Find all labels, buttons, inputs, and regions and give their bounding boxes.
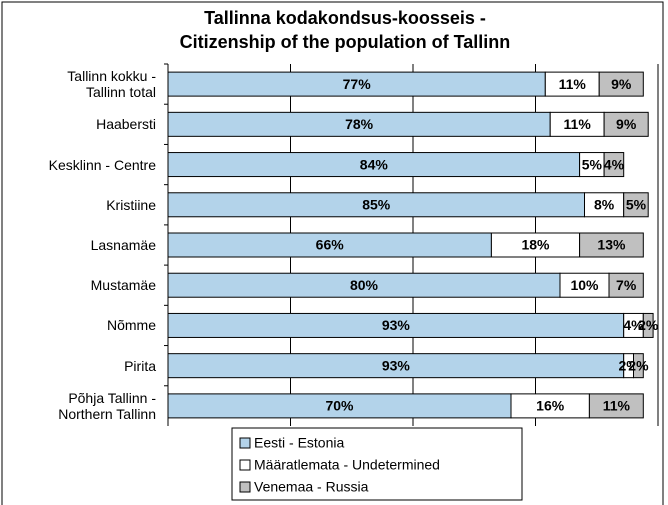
value-label: 2% bbox=[628, 357, 649, 373]
value-label: 16% bbox=[536, 398, 565, 414]
value-label: 9% bbox=[611, 76, 632, 92]
category-label: Lasnamäe bbox=[90, 237, 156, 253]
legend-swatch bbox=[239, 481, 251, 493]
bar-segment bbox=[167, 393, 512, 419]
value-label: 8% bbox=[594, 196, 615, 212]
legend-swatch bbox=[239, 437, 251, 449]
legend-label: Eesti - Estonia bbox=[254, 435, 344, 451]
legend-label: Määratlemata - Undetermined bbox=[254, 457, 440, 473]
bar-segment bbox=[598, 71, 644, 97]
bar-segment bbox=[167, 232, 492, 258]
value-label: 9% bbox=[616, 116, 637, 132]
category-label: Kristiine bbox=[106, 196, 156, 213]
value-label: 2% bbox=[638, 317, 659, 333]
bar-segment bbox=[579, 152, 605, 178]
bar-segment bbox=[559, 272, 610, 298]
bar-segment bbox=[584, 192, 625, 218]
category-label: Kesklinn - Centre bbox=[48, 156, 156, 173]
value-label: 11% bbox=[559, 76, 587, 92]
bar-segment bbox=[633, 353, 644, 379]
bar-segment bbox=[167, 71, 546, 97]
value-label: 80% bbox=[350, 277, 379, 293]
category-label: Põhja Tallinn - Northern Tallinn bbox=[58, 389, 156, 422]
bar-segment bbox=[490, 232, 581, 258]
category-label: Mustamäe bbox=[90, 277, 156, 294]
bar-segment bbox=[623, 192, 649, 218]
value-label: 11% bbox=[564, 116, 592, 132]
chart-title: Tallinna kodakondsus-koosseis - Citizens… bbox=[179, 8, 511, 52]
value-label: 85% bbox=[362, 196, 391, 212]
category-label: Pirita bbox=[124, 357, 156, 374]
value-label: 70% bbox=[325, 398, 354, 414]
legend-box bbox=[231, 427, 523, 501]
category-label: Nõmme bbox=[106, 317, 156, 334]
value-label: 84% bbox=[360, 156, 389, 172]
value-label: 13% bbox=[597, 237, 626, 253]
bar-segment bbox=[510, 393, 590, 419]
bar-segment bbox=[579, 232, 644, 258]
value-label: 78% bbox=[345, 116, 374, 132]
value-label: 18% bbox=[521, 237, 550, 253]
bar-segment bbox=[642, 312, 654, 338]
value-label: 7% bbox=[616, 277, 637, 293]
bar-segment bbox=[167, 312, 625, 338]
value-label: 77% bbox=[343, 76, 372, 92]
category-label: Tallinn kokku - Tallinn total bbox=[67, 68, 156, 101]
category-label: Haabersti bbox=[96, 116, 156, 133]
bar-segment bbox=[167, 353, 625, 379]
bar-segment bbox=[608, 272, 644, 298]
value-label: 66% bbox=[316, 237, 345, 253]
bar-segment bbox=[603, 111, 649, 137]
bar-segment bbox=[603, 152, 625, 178]
bar-segment bbox=[167, 272, 561, 298]
legend-label: Venemaa - Russia bbox=[254, 479, 369, 495]
bar-segment bbox=[588, 393, 644, 419]
value-label: 5% bbox=[626, 196, 647, 212]
value-label: 5% bbox=[582, 156, 603, 172]
value-label: 93% bbox=[382, 357, 411, 373]
value-label: 93% bbox=[382, 317, 411, 333]
value-label: 11% bbox=[603, 398, 631, 414]
value-label: 4% bbox=[604, 156, 625, 172]
legend-swatch bbox=[239, 459, 251, 471]
value-label: 4% bbox=[623, 317, 644, 333]
value-label: 10% bbox=[570, 277, 599, 293]
bar-segment bbox=[167, 192, 585, 218]
